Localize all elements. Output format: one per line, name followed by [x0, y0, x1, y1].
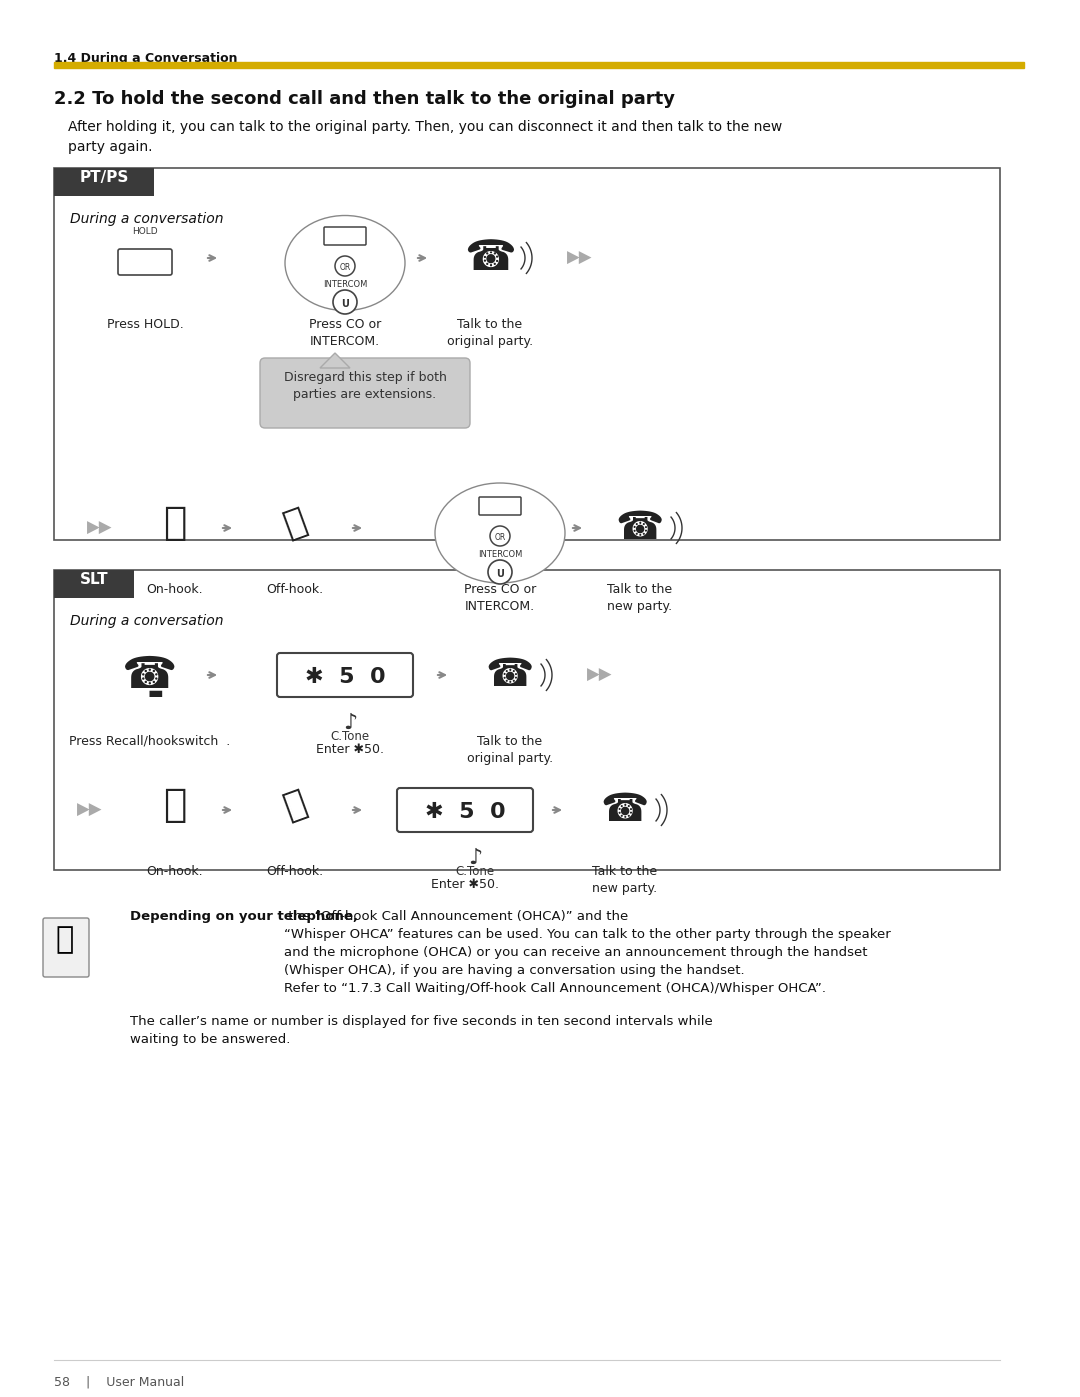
FancyBboxPatch shape — [43, 918, 89, 977]
Ellipse shape — [285, 215, 405, 310]
Text: ▶▶: ▶▶ — [78, 800, 103, 819]
Text: ♪: ♪ — [468, 848, 482, 868]
Text: ✱  5  0: ✱ 5 0 — [305, 666, 386, 687]
Text: On-hook.: On-hook. — [147, 865, 203, 877]
Circle shape — [335, 256, 355, 277]
Text: ▶▶: ▶▶ — [567, 249, 593, 267]
Text: Talk to the
new party.: Talk to the new party. — [593, 865, 658, 895]
Text: C.Tone: C.Tone — [456, 865, 495, 877]
FancyBboxPatch shape — [480, 497, 521, 515]
Text: Disregard this step if both
parties are extensions.: Disregard this step if both parties are … — [284, 372, 446, 401]
Text: Talk to the
original party.: Talk to the original party. — [447, 319, 534, 348]
Bar — [54, 168, 154, 196]
Text: INTERCOM: INTERCOM — [477, 550, 523, 559]
Text: ☎: ☎ — [486, 657, 535, 694]
Circle shape — [490, 527, 510, 546]
Text: 1.4 During a Conversation: 1.4 During a Conversation — [54, 52, 238, 66]
Text: PT/PS: PT/PS — [79, 170, 129, 184]
Bar — [54, 570, 1000, 870]
Text: SLT: SLT — [80, 571, 108, 587]
Text: Enter ✱50.: Enter ✱50. — [316, 743, 384, 756]
Text: Off-hook.: Off-hook. — [267, 583, 324, 597]
Text: OR: OR — [495, 534, 505, 542]
Text: Talk to the
original party.: Talk to the original party. — [467, 735, 553, 766]
FancyBboxPatch shape — [260, 358, 470, 427]
Circle shape — [333, 291, 357, 314]
Text: 2.2 To hold the second call and then talk to the original party: 2.2 To hold the second call and then tal… — [54, 89, 675, 108]
Text: ✱  5  0: ✱ 5 0 — [424, 802, 505, 821]
Text: Depending on your telephone,: Depending on your telephone, — [130, 909, 357, 923]
Text: Enter ✱50.: Enter ✱50. — [431, 877, 499, 891]
Text: ▶▶: ▶▶ — [87, 520, 112, 536]
Text: 📵: 📵 — [163, 787, 187, 824]
Bar — [54, 168, 1000, 541]
FancyBboxPatch shape — [276, 652, 413, 697]
Text: The caller’s name or number is displayed for five seconds in ten second interval: The caller’s name or number is displayed… — [130, 1016, 713, 1046]
Bar — [54, 570, 134, 598]
Text: INTERCOM: INTERCOM — [323, 279, 367, 289]
Text: 📵: 📵 — [163, 504, 187, 542]
Text: 58    |    User Manual: 58 | User Manual — [54, 1375, 185, 1389]
Text: Press Recall/hookswitch  .: Press Recall/hookswitch . — [69, 735, 231, 747]
Text: During a conversation: During a conversation — [70, 615, 224, 629]
Text: During a conversation: During a conversation — [70, 212, 224, 226]
Bar — [54, 61, 1024, 68]
Text: On-hook.: On-hook. — [147, 583, 203, 597]
Text: After holding it, you can talk to the original party. Then, you can disconnect i: After holding it, you can talk to the or… — [68, 120, 782, 154]
Text: HOLD: HOLD — [132, 226, 158, 236]
Text: Press HOLD.: Press HOLD. — [107, 319, 184, 331]
Ellipse shape — [435, 483, 565, 583]
Circle shape — [488, 560, 512, 584]
Text: Press CO or
INTERCOM.: Press CO or INTERCOM. — [464, 583, 536, 613]
Text: ☎: ☎ — [600, 791, 649, 828]
Text: the “Off-hook Call Announcement (OHCA)” and the
“Whisper OHCA” features can be u: the “Off-hook Call Announcement (OHCA)” … — [284, 909, 891, 995]
Polygon shape — [320, 353, 350, 367]
Text: OR: OR — [339, 264, 351, 272]
FancyBboxPatch shape — [324, 226, 366, 244]
Text: ▬: ▬ — [147, 685, 163, 703]
FancyBboxPatch shape — [118, 249, 172, 275]
Text: ☎: ☎ — [464, 237, 516, 279]
Text: ☎: ☎ — [122, 654, 178, 697]
Text: Talk to the
new party.: Talk to the new party. — [607, 583, 673, 613]
FancyBboxPatch shape — [397, 788, 534, 833]
Text: Off-hook.: Off-hook. — [267, 865, 324, 877]
Text: ▶▶: ▶▶ — [588, 666, 612, 685]
Text: 📞: 📞 — [279, 785, 311, 824]
Text: (CO): (CO) — [334, 226, 356, 236]
Text: U: U — [341, 299, 349, 309]
Text: ☎: ☎ — [616, 509, 664, 548]
Text: 📋: 📋 — [56, 925, 75, 954]
Text: (CO): (CO) — [489, 496, 511, 506]
Text: C.Tone: C.Tone — [330, 731, 369, 743]
Text: U: U — [496, 569, 504, 578]
Text: Press CO or
INTERCOM.: Press CO or INTERCOM. — [309, 319, 381, 348]
Text: 📞: 📞 — [279, 503, 311, 542]
Text: ♪: ♪ — [342, 712, 357, 733]
